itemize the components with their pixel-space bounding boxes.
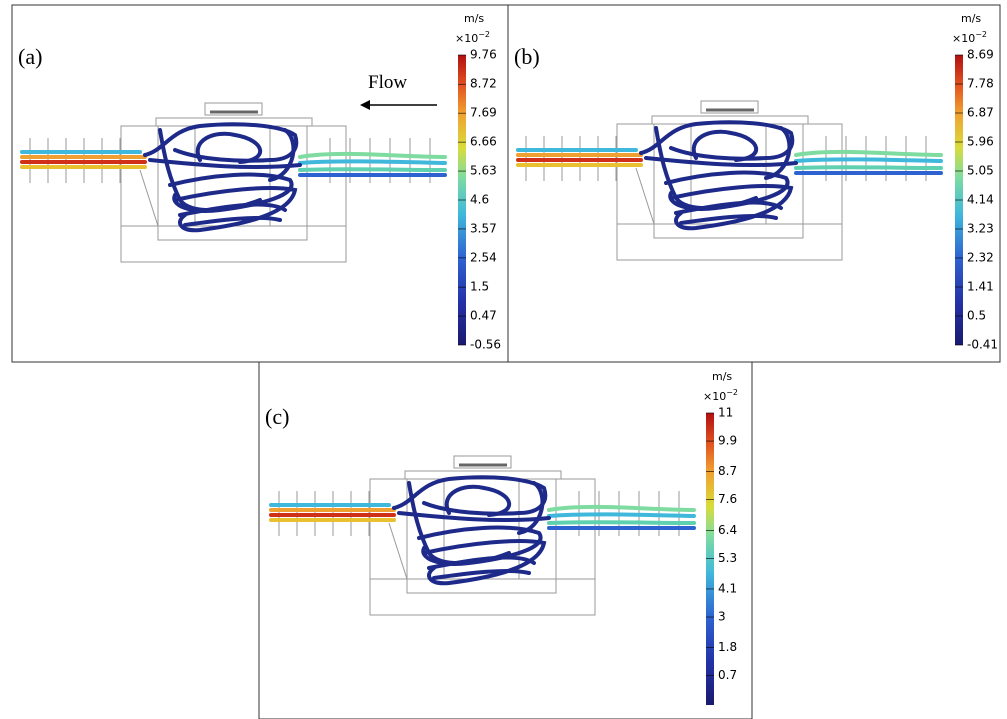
- streamline-plot: [22, 103, 445, 262]
- tick-label: 3.23: [967, 222, 994, 236]
- tick-label: 11: [718, 406, 733, 420]
- colorbar-unit: m/s: [961, 12, 981, 25]
- tick-label: 8.69: [967, 48, 994, 62]
- multiplier-exponent: −2: [478, 30, 490, 39]
- streamline-plot: [518, 101, 941, 260]
- tick-label: 3: [718, 610, 726, 624]
- tick-label: 1.8: [718, 640, 737, 654]
- multiplier-base: ×10: [703, 390, 726, 403]
- multiplier-exponent: −2: [726, 388, 738, 397]
- panel-label: (b): [514, 44, 540, 69]
- tick-label: 3.57: [470, 221, 497, 235]
- tick-label: 4.6: [470, 193, 489, 207]
- colorbar-multiplier: ×10−2: [952, 30, 987, 45]
- figure: Flow (a) (b) (c) m/s×10−29.768.727.696.6…: [0, 0, 1007, 719]
- tick-label: 8.72: [470, 77, 497, 91]
- tick-label: 5.96: [967, 135, 994, 149]
- tick-label: 6.87: [967, 106, 994, 120]
- tick-label: 5.63: [470, 164, 497, 178]
- panel-label: (c): [265, 404, 289, 429]
- multiplier-base: ×10: [455, 32, 478, 45]
- colorbar-multiplier: ×10−2: [703, 388, 738, 403]
- colorbar-unit: m/s: [712, 370, 732, 383]
- tick-label: 6.4: [718, 523, 737, 537]
- tick-label: -0.41: [967, 338, 998, 352]
- tick-label: 5.05: [967, 164, 994, 178]
- multiplier-base: ×10: [952, 32, 975, 45]
- tick-label: 7.78: [967, 77, 994, 91]
- tick-label: 9.76: [470, 48, 497, 62]
- tick-label: 1.41: [967, 280, 994, 294]
- streamline-plot: [271, 456, 694, 615]
- tick-label: 5.3: [718, 551, 737, 565]
- colorbar: [706, 413, 714, 705]
- tick-label: 0.5: [967, 309, 986, 323]
- multiplier-exponent: −2: [975, 30, 987, 39]
- tick-label: 1.5: [470, 280, 489, 294]
- panel-frame: [508, 5, 1000, 362]
- tick-label: 4.1: [718, 581, 737, 595]
- tick-label: -0.56: [470, 338, 501, 352]
- flow-label: Flow: [368, 72, 407, 93]
- tick-label: 8.7: [718, 464, 737, 478]
- tick-label: 0.7: [718, 668, 737, 682]
- flow-arrow-head: [360, 100, 370, 110]
- tick-label: 7.6: [718, 492, 737, 506]
- tick-label: 6.66: [470, 135, 497, 149]
- tick-label: 2.54: [470, 250, 497, 264]
- tick-label: 9.9: [718, 434, 737, 448]
- colorbar-unit: m/s: [464, 12, 484, 25]
- colorbar-multiplier: ×10−2: [455, 30, 490, 45]
- tick-label: 4.14: [967, 193, 994, 207]
- tick-label: 2.32: [967, 251, 994, 265]
- tick-label: 7.69: [470, 106, 497, 120]
- panel-label: (a): [18, 44, 42, 69]
- tick-label: 0.47: [470, 309, 497, 323]
- panel-frame: [12, 5, 508, 362]
